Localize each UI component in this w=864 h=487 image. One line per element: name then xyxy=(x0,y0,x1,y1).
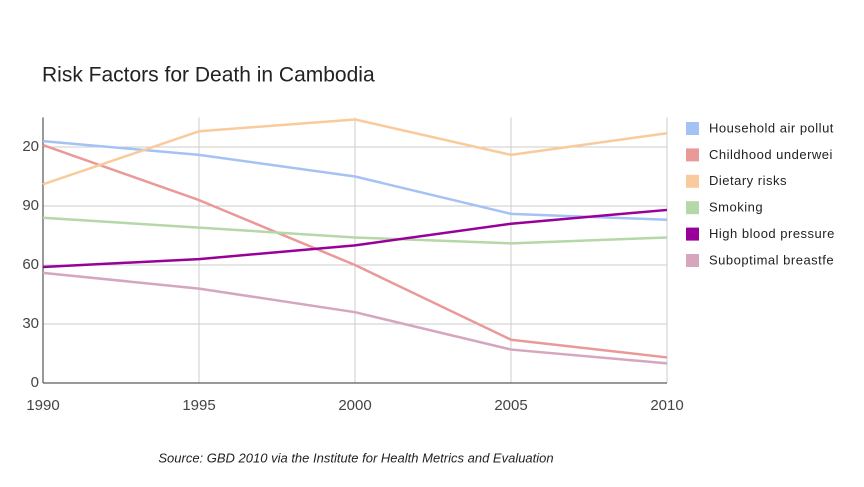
series-line xyxy=(42,271,668,365)
chart-title: Risk Factors for Death in Cambodia xyxy=(42,64,375,87)
x-tick-label: 1990 xyxy=(26,397,59,414)
x-tick-label: 2000 xyxy=(338,397,371,414)
legend-label: High blood pressure xyxy=(709,226,835,241)
y-tick-label: 20 xyxy=(22,138,39,155)
legend-swatch xyxy=(686,254,699,267)
legend-label: Smoking xyxy=(709,200,763,215)
source-note: Source: GBD 2010 via the Institute for H… xyxy=(158,450,553,465)
legend-label: Dietary risks xyxy=(709,173,787,188)
legend-swatch xyxy=(686,227,699,241)
legend-swatch xyxy=(686,201,699,215)
series-line xyxy=(42,118,668,186)
x-tick-label: 1995 xyxy=(182,397,215,414)
legend-label: Household air pollut xyxy=(709,120,834,135)
legend-label: Childhood underwei xyxy=(709,147,833,162)
legend-swatch xyxy=(686,122,699,135)
y-tick-label: 60 xyxy=(22,256,39,273)
legend-swatch xyxy=(686,148,699,162)
y-tick-label: 90 xyxy=(22,197,39,214)
y-tick-label: 30 xyxy=(22,315,39,332)
legend-label: Suboptimal breastfe xyxy=(709,252,834,267)
x-tick-label: 2005 xyxy=(494,397,527,414)
legend-swatch xyxy=(686,174,699,188)
series-line xyxy=(42,216,668,245)
x-tick-label: 2010 xyxy=(650,397,683,414)
y-tick-label: 0 xyxy=(31,374,39,391)
series-line xyxy=(42,208,668,269)
series-line xyxy=(42,143,668,359)
